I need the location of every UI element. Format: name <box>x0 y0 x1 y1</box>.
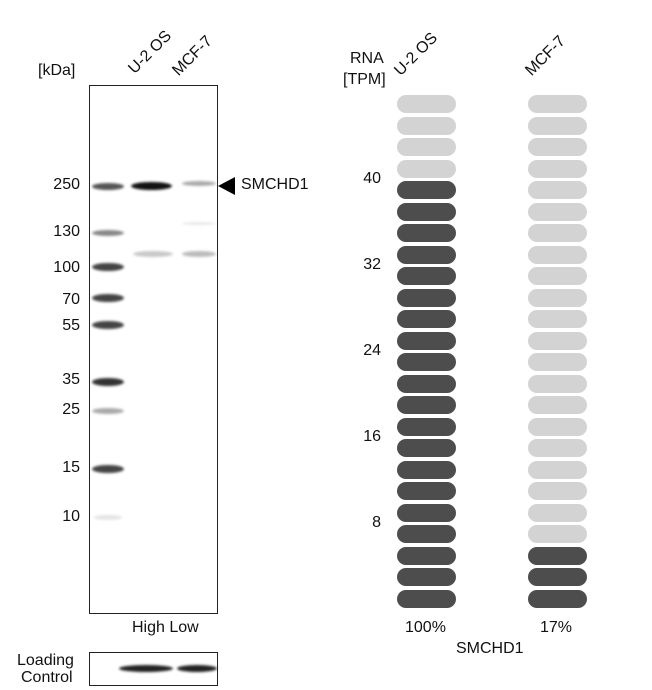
rna-segment <box>397 546 456 565</box>
rna-segment <box>528 116 587 135</box>
rna-segment <box>528 396 587 414</box>
rna-segment <box>397 224 456 242</box>
rna-segment <box>397 396 456 414</box>
rna-segment <box>397 568 456 586</box>
western-blot-image <box>89 85 218 614</box>
rna-segment <box>397 439 456 457</box>
marker-100: 100 <box>53 259 80 276</box>
gene-label: SMCHD1 <box>456 640 524 657</box>
marker-25: 25 <box>62 401 80 418</box>
rna-segment <box>397 482 456 500</box>
rna-segment <box>528 245 587 264</box>
rna-sample-label-u2os: U-2 OS <box>391 29 442 80</box>
kda-label: [kDa] <box>38 62 76 79</box>
loading-control-label-2: Control <box>21 669 73 686</box>
rna-segment <box>528 288 587 307</box>
target-arrow-icon <box>218 177 235 195</box>
rna-segment <box>528 331 587 350</box>
rna-sample-label-mcf7: MCF-7 <box>522 32 569 80</box>
marker-250: 250 <box>53 176 80 193</box>
rna-segment <box>528 202 587 221</box>
rna-segment <box>397 589 456 608</box>
lane-label-u2os: U-2 OS <box>125 27 176 78</box>
rna-segment <box>397 267 456 285</box>
rna-segment <box>528 138 587 156</box>
rna-segment <box>528 310 587 328</box>
rna-segment <box>397 288 456 307</box>
rna-segment <box>397 181 456 199</box>
rna-segment <box>397 331 456 350</box>
rna-segment <box>397 353 456 371</box>
rna-segment <box>528 417 587 436</box>
marker-35: 35 <box>62 371 80 388</box>
rna-segment <box>397 503 456 522</box>
rna-segment <box>397 159 456 178</box>
rna-segment <box>397 245 456 264</box>
rna-segment <box>528 439 587 457</box>
lane-levels: High Low <box>132 619 199 636</box>
rna-segment <box>397 138 456 156</box>
rna-segment <box>528 95 587 113</box>
rna-segment <box>397 460 456 479</box>
rna-segment <box>528 546 587 565</box>
rna-segment <box>528 482 587 500</box>
rna-segment <box>397 310 456 328</box>
target-label: SMCHD1 <box>241 176 309 193</box>
rna-tick-8: 8 <box>372 514 381 531</box>
rna-segment <box>397 374 456 393</box>
percent-mcf7: 17% <box>540 619 573 636</box>
rna-unit: [TPM] <box>343 71 386 88</box>
marker-130: 130 <box>53 223 80 240</box>
rna-segment <box>528 568 587 586</box>
rna-segment <box>528 353 587 371</box>
marker-15: 15 <box>62 459 80 476</box>
loading-control-blot <box>89 652 218 686</box>
loading-control-label: Loading <box>17 652 74 669</box>
rna-tick-16: 16 <box>363 428 381 445</box>
lane-label-mcf7: MCF-7 <box>169 32 216 80</box>
rna-segment <box>528 267 587 285</box>
rna-segment <box>528 460 587 479</box>
marker-55: 55 <box>62 317 80 334</box>
rna-segment <box>528 159 587 178</box>
rna-segment <box>528 374 587 393</box>
rna-segment <box>528 224 587 242</box>
rna-header: RNA <box>350 50 384 67</box>
rna-segment <box>397 95 456 113</box>
rna-segment <box>397 202 456 221</box>
rna-tick-24: 24 <box>363 342 381 359</box>
rna-segment <box>397 525 456 543</box>
rna-segment <box>528 589 587 608</box>
rna-segment <box>528 525 587 543</box>
rna-segment <box>397 116 456 135</box>
rna-tick-32: 32 <box>363 256 381 273</box>
rna-segment <box>528 181 587 199</box>
rna-segment <box>528 503 587 522</box>
rna-tick-40: 40 <box>363 170 381 187</box>
percent-u2os: 100% <box>405 619 446 636</box>
marker-10: 10 <box>62 508 80 525</box>
marker-70: 70 <box>62 291 80 308</box>
rna-segment <box>397 417 456 436</box>
